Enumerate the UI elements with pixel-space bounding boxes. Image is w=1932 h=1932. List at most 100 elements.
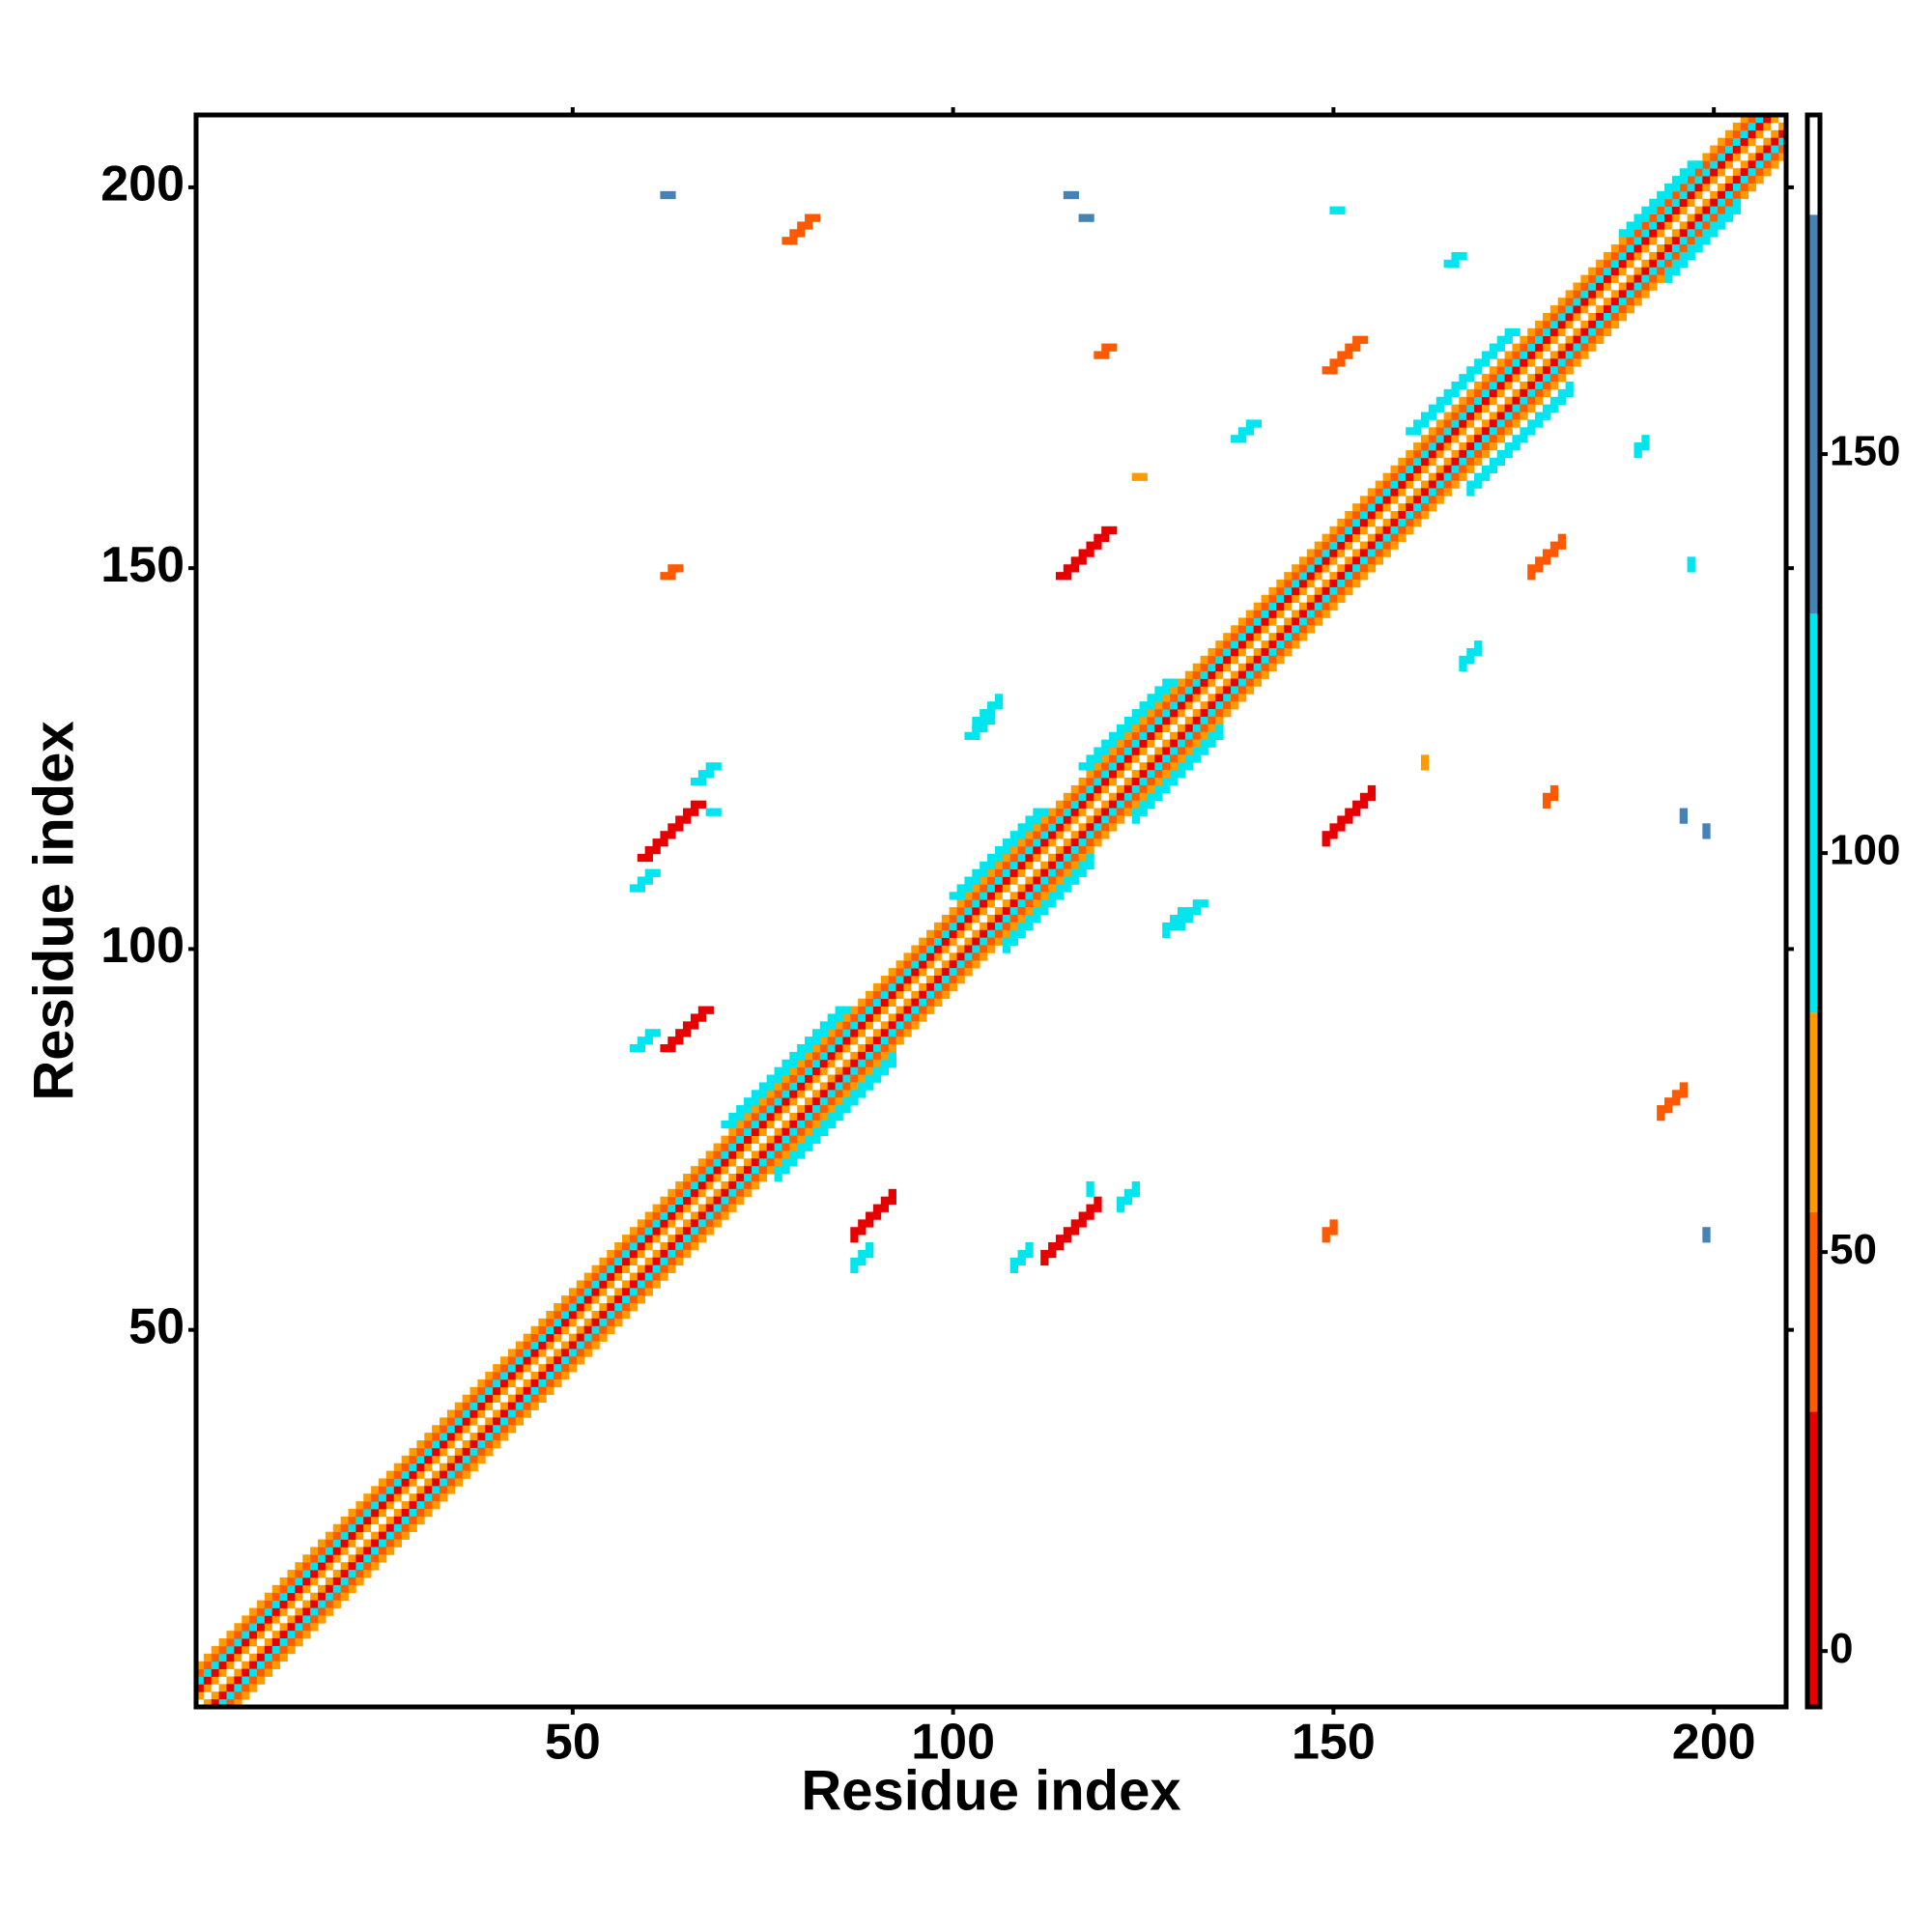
cell [1671, 213, 1681, 222]
cell [1504, 404, 1513, 412]
cell [561, 1310, 570, 1320]
cell [242, 1684, 250, 1692]
cell [1184, 670, 1194, 679]
cell [858, 1051, 867, 1061]
cell [1610, 298, 1620, 306]
cell [340, 1570, 349, 1578]
cell [1154, 709, 1163, 718]
cell [1298, 586, 1308, 596]
cell [1549, 381, 1559, 390]
cell [271, 1661, 281, 1669]
cell [1337, 206, 1346, 214]
cell [1284, 625, 1293, 634]
cell [1002, 945, 1011, 953]
cell [218, 1699, 227, 1708]
cell [416, 1440, 425, 1449]
cell [1603, 298, 1612, 306]
cell [972, 937, 980, 946]
cell [797, 1120, 806, 1129]
cell [1200, 724, 1208, 733]
cell [257, 1645, 266, 1655]
cell [1610, 313, 1620, 322]
cell [1428, 472, 1437, 481]
cell [234, 1684, 242, 1692]
cell [1345, 556, 1353, 565]
cell [1382, 496, 1391, 504]
cell [1086, 800, 1094, 809]
cell [1542, 351, 1551, 359]
cell [956, 968, 965, 977]
cell [1535, 374, 1544, 383]
cell [234, 1699, 242, 1708]
cell [1657, 259, 1665, 269]
cell [1200, 678, 1208, 687]
cell [1466, 396, 1475, 406]
cell [835, 1082, 843, 1091]
cell [279, 1638, 288, 1647]
cell [1223, 655, 1232, 665]
cell [1048, 1242, 1057, 1251]
cell [850, 1082, 859, 1091]
cell [895, 982, 904, 992]
cell [987, 945, 996, 953]
cell [393, 1470, 403, 1479]
cell [1451, 419, 1460, 428]
cell [538, 1318, 547, 1327]
cell [805, 1066, 813, 1075]
cell [668, 831, 676, 839]
cell [432, 1447, 440, 1457]
cell [1292, 564, 1300, 573]
cell [271, 1607, 281, 1616]
cell [721, 1166, 729, 1175]
cell [1542, 792, 1551, 802]
cell [546, 1364, 554, 1373]
cell [1017, 868, 1026, 877]
cell [1694, 168, 1703, 177]
cell [1724, 206, 1734, 214]
cell [348, 1562, 356, 1571]
cell [629, 1264, 639, 1273]
cell [1314, 617, 1322, 626]
cell [1702, 823, 1711, 832]
cell [1535, 366, 1544, 375]
cell [1025, 853, 1034, 863]
cell [355, 1523, 364, 1533]
cell [1641, 221, 1650, 230]
cell [1123, 1188, 1133, 1198]
cell [385, 1478, 395, 1487]
cell [1694, 229, 1703, 238]
cell [257, 1600, 266, 1608]
cell [1321, 549, 1330, 557]
cell [614, 1242, 623, 1251]
cell [515, 1349, 525, 1357]
cell [1618, 290, 1628, 298]
cell [1406, 511, 1414, 520]
cell [1724, 160, 1734, 169]
cell [1170, 716, 1179, 725]
cell [758, 1174, 768, 1182]
cell [1542, 343, 1551, 352]
cell [1109, 747, 1118, 755]
cell [469, 1402, 478, 1410]
cell [1215, 670, 1224, 679]
cell [1292, 640, 1300, 649]
cell [1261, 647, 1269, 657]
cell [880, 1006, 890, 1014]
cell [1724, 198, 1734, 208]
cell [941, 960, 951, 969]
cell [1337, 351, 1346, 359]
cell [736, 1120, 745, 1129]
cell [1162, 686, 1171, 695]
cell [789, 1082, 798, 1091]
cell [842, 1051, 851, 1061]
cell [1017, 929, 1026, 938]
cell [675, 1204, 684, 1212]
cell [295, 1615, 303, 1624]
cell [637, 1257, 646, 1266]
cell [1261, 610, 1269, 618]
cell [379, 1508, 387, 1518]
cell [546, 1386, 554, 1396]
cell [454, 1402, 464, 1410]
cell [1459, 419, 1467, 428]
cell [1398, 465, 1406, 474]
